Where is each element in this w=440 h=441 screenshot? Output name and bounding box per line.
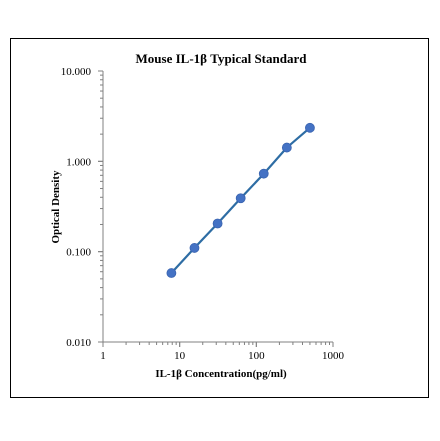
chart-frame bbox=[10, 38, 429, 398]
x-tick-label: 100 bbox=[248, 350, 265, 362]
y-axis-title: Optical Density bbox=[50, 170, 62, 244]
y-tick-label: 10.000 bbox=[61, 66, 92, 78]
y-tick-label: 0.100 bbox=[66, 247, 91, 259]
axes bbox=[98, 70, 334, 347]
chart-title: Mouse IL-1β Typical Standard bbox=[136, 51, 308, 66]
data-point bbox=[258, 168, 269, 179]
data-point bbox=[166, 268, 177, 278]
data-point bbox=[305, 122, 315, 133]
x-tick-label: 1000 bbox=[322, 350, 345, 362]
y-tick-label: 0.010 bbox=[66, 337, 91, 349]
data-point bbox=[212, 218, 223, 229]
y-tick-label: 1.000 bbox=[66, 156, 91, 168]
tick-labels: 1 10 100 1000 0.010 0.100 1.000 10.000 bbox=[61, 66, 345, 362]
data-point bbox=[281, 142, 292, 153]
x-tick-label: 10 bbox=[174, 350, 186, 362]
x-tick-label: 1 bbox=[100, 350, 106, 362]
data-point bbox=[235, 193, 246, 204]
x-axis-title: IL-1β Concentration(pg/ml) bbox=[155, 368, 287, 380]
series bbox=[166, 122, 315, 278]
data-point bbox=[189, 243, 200, 253]
